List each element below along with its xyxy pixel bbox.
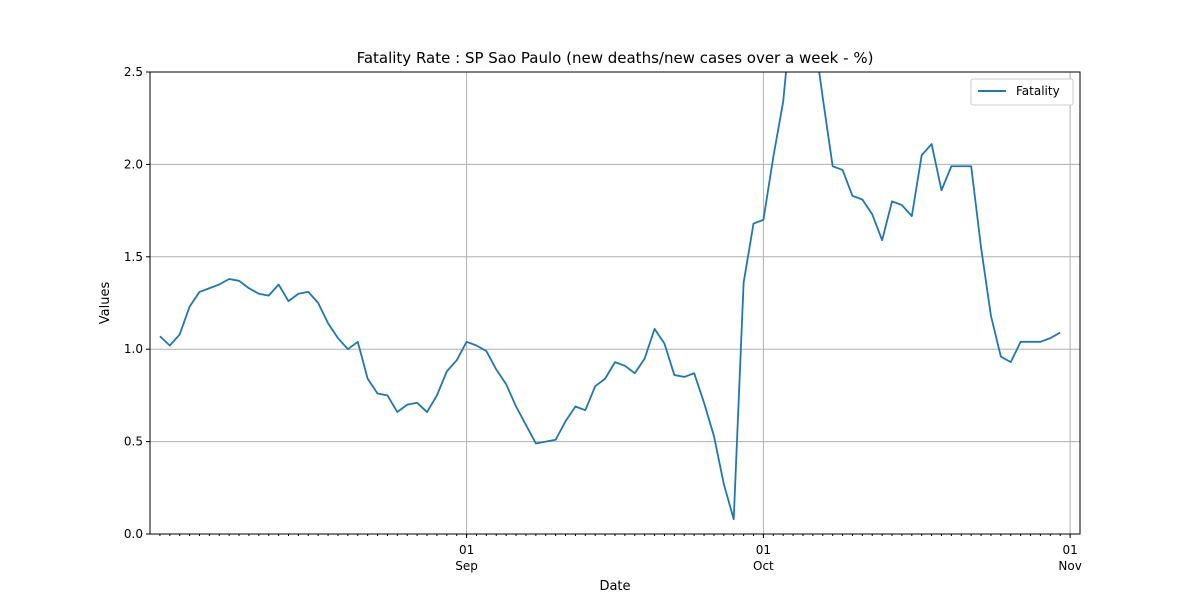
x-axis-label: Date bbox=[599, 579, 630, 594]
x-tick-label-month: Sep bbox=[455, 559, 478, 573]
plot-area bbox=[159, 72, 1061, 521]
y-tick-label: 1.0 bbox=[124, 342, 143, 356]
x-tick-label-day: 01 bbox=[1062, 543, 1077, 557]
chart-title: Fatality Rate : SP Sao Paulo (new deaths… bbox=[357, 49, 874, 67]
y-tick-label: 2.5 bbox=[124, 65, 143, 79]
grid-lines bbox=[150, 71, 1080, 535]
y-axis-label: Values bbox=[98, 282, 113, 325]
y-tick-label: 1.5 bbox=[124, 250, 143, 264]
x-tick-label-month: Oct bbox=[753, 559, 774, 573]
series-line-fatality bbox=[159, 72, 1061, 521]
y-axis: 0.0 0.5 1.0 1.5 2.0 2.5 bbox=[124, 65, 150, 541]
y-tick-label: 0.5 bbox=[124, 435, 143, 449]
x-axis: 01 Sep 01 Oct 01 Nov bbox=[159, 534, 1082, 573]
legend-box bbox=[970, 78, 1074, 106]
legend-label-fatality: Fatality bbox=[1016, 84, 1060, 98]
y-tick-label: 0.0 bbox=[124, 527, 143, 541]
legend: Fatality bbox=[970, 78, 1074, 106]
x-tick-label-month: Nov bbox=[1058, 559, 1081, 573]
y-tick-label: 2.0 bbox=[124, 157, 143, 171]
x-tick-label-day: 01 bbox=[459, 543, 474, 557]
axes-frame bbox=[149, 71, 1081, 535]
x-tick-label-day: 01 bbox=[756, 543, 771, 557]
